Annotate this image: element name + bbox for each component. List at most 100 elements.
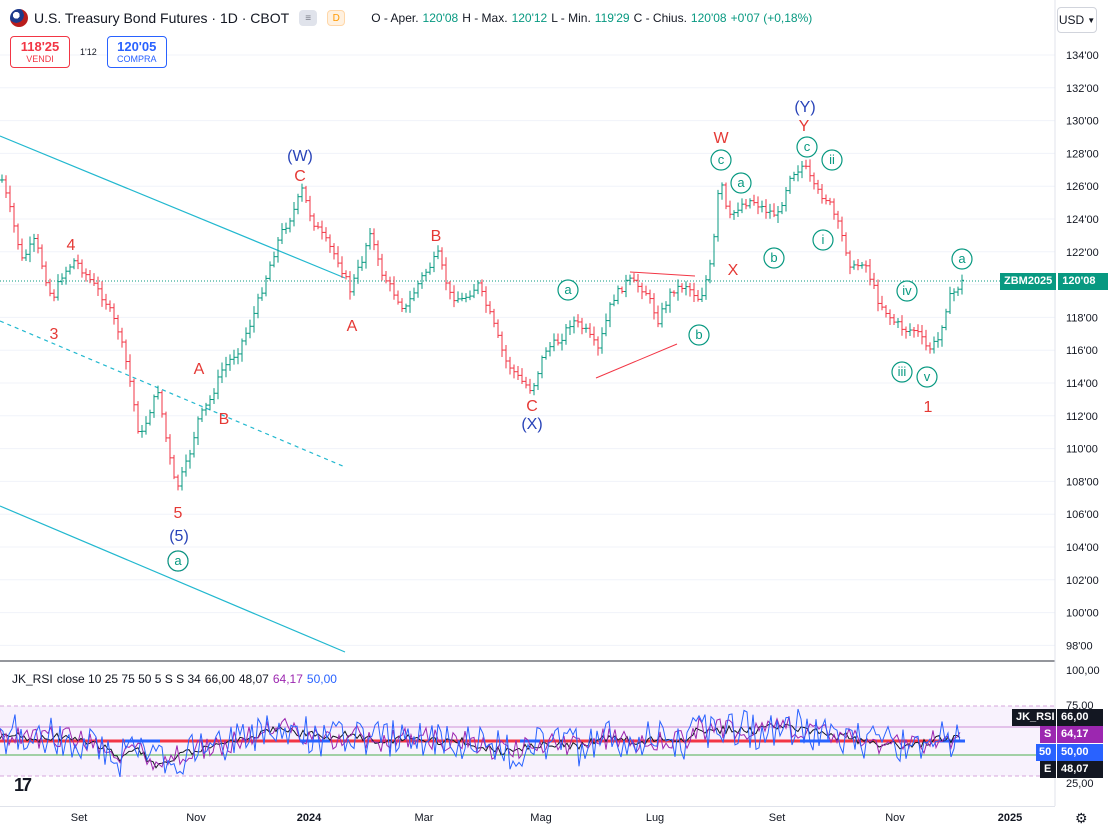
wave-red-Y: Y <box>799 118 810 135</box>
circled-label-ring <box>710 149 732 171</box>
buy-price: 120'05 <box>117 38 157 54</box>
time-label-2024: 2024 <box>296 812 322 824</box>
rsi-axis-100: 100,00 <box>1066 665 1100 677</box>
circled-label-ring <box>796 136 818 158</box>
gear-icon[interactable]: ⚙ <box>1075 810 1088 826</box>
ohlc-open-value: 120'08 <box>422 11 459 25</box>
ohlc-readout: O - Aper. 120'08 H - Max. 120'12 L - Min. 1… <box>371 11 812 25</box>
rsi-tag-50-name: 50 <box>1036 744 1056 761</box>
wave-blue-X: (X) <box>521 416 542 433</box>
circled-label-ring <box>812 229 834 251</box>
symbol-title[interactable]: U.S. Treasury Bond Futures · 1D · CBOT <box>34 10 290 26</box>
time-label-2025: 2025 <box>997 812 1023 824</box>
chevron-down-icon: ▼ <box>1087 15 1096 25</box>
menu-icon[interactable]: ≡ <box>299 10 318 26</box>
price-axis-label: 124'00 <box>1066 214 1099 226</box>
time-label-mar: Mar <box>414 812 434 824</box>
time-label-mag: Mag <box>530 812 552 824</box>
price-axis-label: 118'00 <box>1066 312 1098 324</box>
sell-button[interactable]: 118'25 VENDI <box>10 36 70 68</box>
circled-label-text: iv <box>902 283 912 298</box>
sell-label: VENDI <box>26 53 54 64</box>
ohlc-low-key: L - Min. <box>551 11 591 25</box>
currency-selector[interactable]: USD ▼ <box>1057 7 1097 33</box>
wave-red-A2: A <box>347 318 358 335</box>
ohlc-close-value: 120'08 <box>690 11 727 25</box>
wave-red-X: X <box>728 262 739 279</box>
delayed-data-badge[interactable]: D <box>327 10 346 26</box>
symbol-tag-name: ZBM2025 <box>1000 273 1057 290</box>
rsi-pane[interactable] <box>0 705 1055 778</box>
upper-trendline[interactable] <box>0 135 346 279</box>
wave-red-4: 4 <box>67 237 76 254</box>
rsi-legend[interactable]: JK_RSI close 10 25 75 50 5 S S 34 66,00 … <box>12 672 337 686</box>
rsi-value-2: 48,07 <box>238 672 269 686</box>
circled-label-text: b <box>770 250 777 265</box>
wave-labels: 4 3 5 A B C A B C W X Y 1 (5) (W) (X) (Y… <box>50 99 933 545</box>
circled-label-text: c <box>718 152 725 167</box>
circled-label-ring <box>763 247 785 269</box>
spread-value: 1'12 <box>80 47 97 57</box>
price-axis-label: 116'00 <box>1066 345 1098 357</box>
ohlc-close-key: C - Chius. <box>633 11 687 25</box>
circled-label-text: a <box>564 282 572 297</box>
rsi-tag-e-name: E <box>1040 761 1056 778</box>
circled-label-text: a <box>174 553 182 568</box>
ohlc-high-key: H - Max. <box>462 11 508 25</box>
circled-label-ring <box>891 361 913 383</box>
wave-red-W: W <box>713 130 729 147</box>
chart-header: U.S. Treasury Bond Futures · 1D · CBOT ≡… <box>0 0 1055 36</box>
wave-blue-Y: (Y) <box>794 99 815 116</box>
buy-button[interactable]: 120'05 COMPRA <box>106 36 167 68</box>
circled-label-text: a <box>737 175 745 190</box>
time-axis[interactable]: Set Nov 2024 Mar Mag Lug Set Nov 2025 <box>0 806 1055 829</box>
lower-trendline[interactable] <box>0 505 346 653</box>
sell-price: 118'25 <box>20 38 60 54</box>
rsi-tag-50-value: 50,00 <box>1057 744 1103 761</box>
circled-label-ring <box>557 279 579 301</box>
price-axis-label: 100'00 <box>1066 608 1099 620</box>
price-axis[interactable]: 134'00 132'00 130'00 128'00 126'00 124'00 122'… <box>1066 50 1099 652</box>
price-axis-label: 134'00 <box>1066 50 1099 62</box>
wave-red-A1: A <box>194 361 205 378</box>
wave-blue-W: (W) <box>287 148 313 165</box>
price-axis-label: 114'00 <box>1066 378 1098 390</box>
time-label-nov: Nov <box>186 812 206 824</box>
circled-label-ring <box>916 366 938 388</box>
triangle-lower-line[interactable] <box>595 343 678 379</box>
rsi-tag-s-value: 64,17 <box>1057 726 1103 743</box>
rsi-axis-25: 25,00 <box>1066 778 1094 790</box>
time-label-nov2: Nov <box>885 812 905 824</box>
middle-dashed-trendline[interactable] <box>0 320 346 468</box>
circled-label-text: ii <box>829 152 835 167</box>
price-axis-label: 128'00 <box>1066 148 1099 160</box>
circled-label-text: i <box>822 232 825 247</box>
wave-red-3: 3 <box>50 326 59 343</box>
price-axis-label: 108'00 <box>1066 476 1099 488</box>
price-bars <box>0 159 964 491</box>
circled-label-ring <box>688 324 710 346</box>
tradingview-logo[interactable]: 17 <box>14 775 32 795</box>
rsi-tag-jk-value: 66,00 <box>1057 709 1103 726</box>
chart-grid <box>0 54 1055 646</box>
price-axis-label: 110'00 <box>1066 444 1098 456</box>
rsi-tag-50: 50 50,00 <box>1036 744 1103 761</box>
wave-blue-5: (5) <box>169 528 189 545</box>
time-label-set: Set <box>70 812 88 824</box>
ohlc-change-value: +0'07 (+0,18%) <box>730 11 813 25</box>
circled-label-text: iii <box>898 364 907 379</box>
rsi-tag-s-name: S <box>1040 726 1056 743</box>
wave-red-B2: B <box>431 228 442 245</box>
price-axis-label: 122'00 <box>1066 247 1099 259</box>
ohlc-high-value: 120'12 <box>511 11 548 25</box>
time-label-set2: Set <box>768 812 786 824</box>
circled-label-ring <box>896 280 918 302</box>
wave-red-1: 1 <box>924 399 933 416</box>
rsi-value-3: 64,17 <box>272 672 303 686</box>
price-axis-label: 130'00 <box>1066 116 1099 128</box>
price-axis-label: 104'00 <box>1066 542 1099 554</box>
wave-red-C1: C <box>294 168 306 185</box>
circled-label-text: a <box>958 251 966 266</box>
triangle-upper-line[interactable] <box>629 271 696 277</box>
